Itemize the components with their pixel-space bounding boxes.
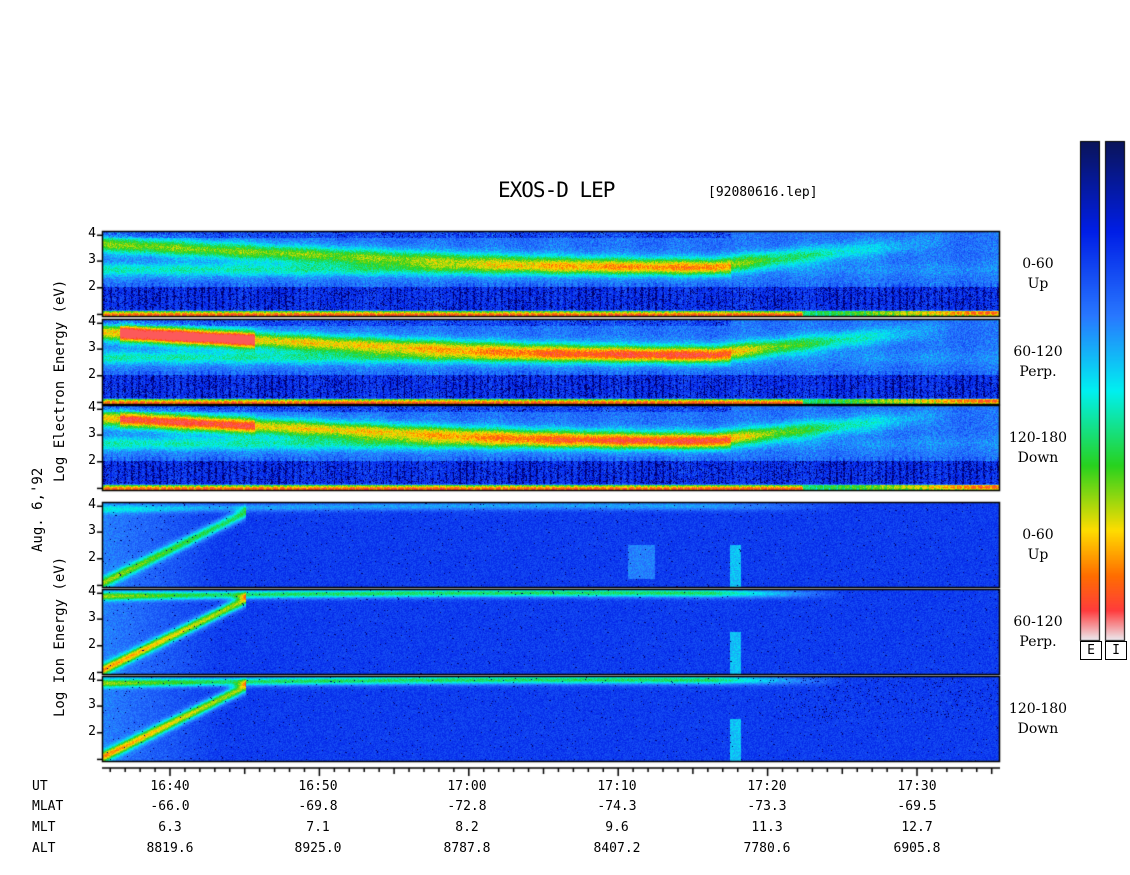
direction-label: Up (1027, 276, 1049, 292)
x-row-value: 8925.0 (294, 841, 342, 856)
x-row-value: -74.3 (597, 799, 637, 814)
x-row-value: 9.6 (605, 820, 629, 835)
direction-label: Perp. (1019, 364, 1057, 380)
pitch-angle-label: 120-180 (1008, 430, 1068, 446)
electron-axis-label: Log Electron Energy (eV) (52, 279, 68, 482)
y-tick-label: 4 (88, 671, 96, 687)
y-tick-label: 2 (88, 636, 96, 652)
y-tick-label: 4 (88, 400, 96, 416)
x-row-value: 6905.8 (893, 841, 941, 856)
y-tick-label: 3 (88, 340, 96, 356)
y-tick-label: 3 (88, 252, 96, 268)
x-row-value: 17:00 (447, 779, 487, 794)
y-tick-label: 2 (88, 278, 96, 294)
x-row-value: 16:50 (298, 779, 338, 794)
x-row-value: 7.1 (306, 820, 330, 835)
y-tick-label: 3 (88, 523, 96, 539)
x-row-value: -69.5 (897, 799, 937, 814)
y-tick-label: 4 (88, 584, 96, 600)
pitch-angle-label: 120-180 (1008, 701, 1068, 717)
y-tick-label: 3 (88, 426, 96, 442)
pitch-angle-label: 0-60 (1022, 527, 1054, 543)
y-tick-label: 2 (88, 452, 96, 468)
pitch-angle-label: 60-120 (1013, 614, 1063, 630)
y-tick-label: 2 (88, 723, 96, 739)
direction-label: Up (1027, 547, 1049, 563)
x-row-value: 7780.6 (743, 841, 791, 856)
x-row-value: 17:30 (897, 779, 937, 794)
pitch-angle-label: 0-60 (1022, 256, 1054, 272)
x-row-value: 8819.6 (146, 841, 194, 856)
x-row-value: -69.8 (298, 799, 338, 814)
y-tick-label: 4 (88, 314, 96, 330)
ion-axis-label: Log Ion Energy (eV) (52, 556, 68, 717)
x-row-header: MLT (32, 820, 56, 835)
direction-label: Perp. (1019, 634, 1057, 650)
pitch-angle-label: 60-120 (1013, 344, 1063, 360)
x-row-value: 17:10 (597, 779, 637, 794)
colorbar-label: I (1105, 641, 1127, 660)
x-row-value: 8407.2 (593, 841, 641, 856)
x-row-value: 6.3 (158, 820, 182, 835)
x-row-value: 11.3 (751, 820, 783, 835)
y-tick-label: 3 (88, 697, 96, 713)
x-row-header: ALT (32, 841, 56, 856)
y-tick-label: 4 (88, 226, 96, 242)
x-row-value: 16:40 (150, 779, 190, 794)
x-row-value: -73.3 (747, 799, 787, 814)
date-label: Aug. 6,'92 (30, 467, 46, 552)
x-row-value: 8.2 (455, 820, 479, 835)
colorbar-label: E (1080, 641, 1102, 660)
direction-label: Down (1017, 721, 1059, 737)
x-row-header: MLAT (32, 799, 64, 814)
y-tick-label: 3 (88, 610, 96, 626)
x-row-header: UT (32, 779, 48, 794)
x-row-value: -72.8 (447, 799, 487, 814)
y-tick-label: 2 (88, 366, 96, 382)
x-row-value: -66.0 (150, 799, 190, 814)
x-row-value: 8787.8 (443, 841, 491, 856)
x-row-value: 12.7 (901, 820, 933, 835)
direction-label: Down (1017, 450, 1059, 466)
chart-title: EXOS-D LEP (498, 178, 615, 202)
y-tick-label: 4 (88, 497, 96, 513)
file-label: [92080616.lep] (708, 185, 818, 200)
x-row-value: 17:20 (747, 779, 787, 794)
y-tick-label: 2 (88, 549, 96, 565)
